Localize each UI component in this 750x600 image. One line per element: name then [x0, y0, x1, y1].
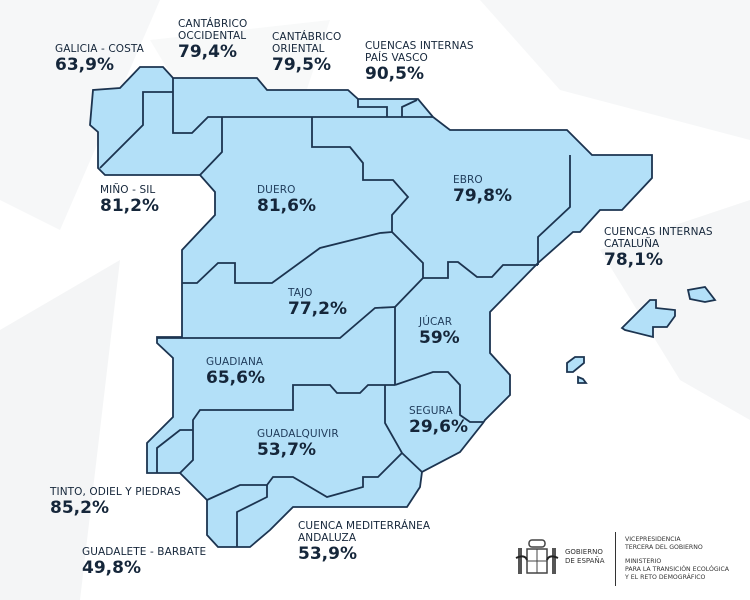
basin-name: CANTÁBRICO ORIENTAL	[272, 31, 342, 55]
label-guadalete-barbate: GUADALETE - BARBATE 49,8%	[82, 546, 206, 577]
basin-name: CUENCAS INTERNAS CATALUÑA	[604, 226, 713, 250]
boundary-tajo-guadiana	[157, 306, 396, 339]
boundary-duero-tajo	[182, 231, 393, 284]
label-galicia-costa: GALICIA - COSTA 63,9%	[55, 43, 144, 74]
basin-value: 81,2%	[100, 196, 159, 216]
basin-name: GUADALQUIVIR	[257, 428, 339, 440]
basin-value: 53,7%	[257, 440, 316, 460]
gobierno-text: GOBIERNO DE ESPAÑA	[565, 548, 605, 565]
basin-value: 77,2%	[288, 299, 347, 319]
basin-value: 63,9%	[55, 55, 114, 75]
basin-name: MIÑO - SIL	[100, 184, 156, 196]
basin-name: SEGURA	[409, 405, 453, 417]
basin-value: 29,6%	[409, 417, 468, 437]
basin-name: GUADALETE - BARBATE	[82, 546, 207, 558]
label-mediterranea-andaluza: CUENCA MEDITERRÁNEA ANDALUZA 53,9%	[298, 520, 430, 563]
basin-value: 53,9%	[298, 544, 357, 564]
label-segura: SEGURA 29,6%	[409, 405, 468, 436]
label-guadiana: GUADIANA 65,6%	[206, 356, 265, 387]
boundary-ebro-cataluna	[537, 155, 571, 265]
menorca-island	[686, 286, 717, 303]
mainland-outline	[89, 66, 653, 548]
label-cantabrico-oriental: CANTÁBRICO ORIENTAL 79,5%	[272, 31, 341, 74]
basin-value: 49,8%	[82, 558, 141, 578]
label-ebro: EBRO 79,8%	[453, 174, 512, 205]
boundary-pais-vasco-2	[401, 99, 418, 117]
basin-name: TAJO	[288, 287, 313, 299]
government-logo: GOBIERNO DE ESPAÑA VICEPRESIDENCIA TERCE…	[515, 530, 745, 590]
basin-value: 59%	[419, 328, 460, 348]
boundary-guadalquivir-mediterranea	[206, 452, 403, 501]
ibiza-island	[566, 356, 585, 373]
basin-name: GALICIA - COSTA	[55, 43, 144, 55]
basin-value: 78,1%	[604, 250, 663, 270]
boundary-guadiana-guadalquivir	[179, 384, 395, 474]
basin-name: CANTÁBRICO OCCIDENTAL	[178, 18, 248, 42]
logo-divider	[615, 532, 616, 586]
label-tajo: TAJO 77,2%	[288, 287, 347, 318]
basin-name: DUERO	[257, 184, 296, 196]
basin-name: GUADIANA	[206, 356, 264, 368]
label-cataluna: CUENCAS INTERNAS CATALUÑA 78,1%	[604, 226, 713, 269]
label-cantabrico-occidental: CANTÁBRICO OCCIDENTAL 79,4%	[178, 18, 247, 61]
basin-value: 79,4%	[178, 42, 237, 62]
basin-value: 79,5%	[272, 55, 331, 75]
basin-value: 65,6%	[206, 368, 265, 388]
label-pais-vasco: CUENCAS INTERNAS PAÍS VASCO 90,5%	[365, 40, 474, 83]
boundary-cantabrico-occ	[172, 78, 433, 134]
boundary-segura-guadalquivir	[384, 385, 423, 473]
boundary-pais-vasco-1	[357, 99, 388, 117]
boundary-ebro-jucar	[423, 261, 538, 279]
basin-value: 85,2%	[50, 498, 109, 518]
label-tinto-odiel-piedras: TINTO, ODIEL Y PIEDRAS 85,2%	[50, 486, 181, 517]
basin-name: TINTO, ODIEL Y PIEDRAS	[50, 486, 181, 498]
label-guadalquivir: GUADALQUIVIR 53,7%	[257, 428, 339, 459]
basin-name: JÚCAR	[419, 316, 453, 328]
vicepresidencia-text: VICEPRESIDENCIA TERCERA DEL GOBIERNO	[625, 536, 703, 551]
basin-name: CUENCA MEDITERRÁNEA ANDALUZA	[298, 520, 431, 544]
formentera-island	[577, 375, 588, 384]
boundary-mino-duero	[199, 117, 223, 176]
basin-name: EBRO	[453, 174, 483, 186]
boundary-tinto	[156, 429, 193, 473]
basin-value: 81,6%	[257, 196, 316, 216]
basin-value: 90,5%	[365, 64, 424, 84]
basin-name: CUENCAS INTERNAS PAÍS VASCO	[365, 40, 474, 64]
label-mino-sil: MIÑO - SIL 81,2%	[100, 184, 159, 215]
boundary-galicia-mino	[99, 91, 173, 169]
label-duero: DUERO 81,6%	[257, 184, 316, 215]
ministerio-text: MINISTERIO PARA LA TRANSICIÓN ECOLÓGICA …	[625, 558, 730, 581]
boundary-duero-ebro	[311, 117, 424, 278]
basin-value: 79,8%	[453, 186, 512, 206]
coat-of-arms-icon	[515, 539, 559, 574]
label-jucar: JÚCAR 59%	[419, 316, 460, 347]
boundary-segura-jucar	[394, 371, 483, 423]
mallorca-island	[620, 299, 676, 339]
boundary-guadalete-mediterranea	[236, 485, 268, 547]
